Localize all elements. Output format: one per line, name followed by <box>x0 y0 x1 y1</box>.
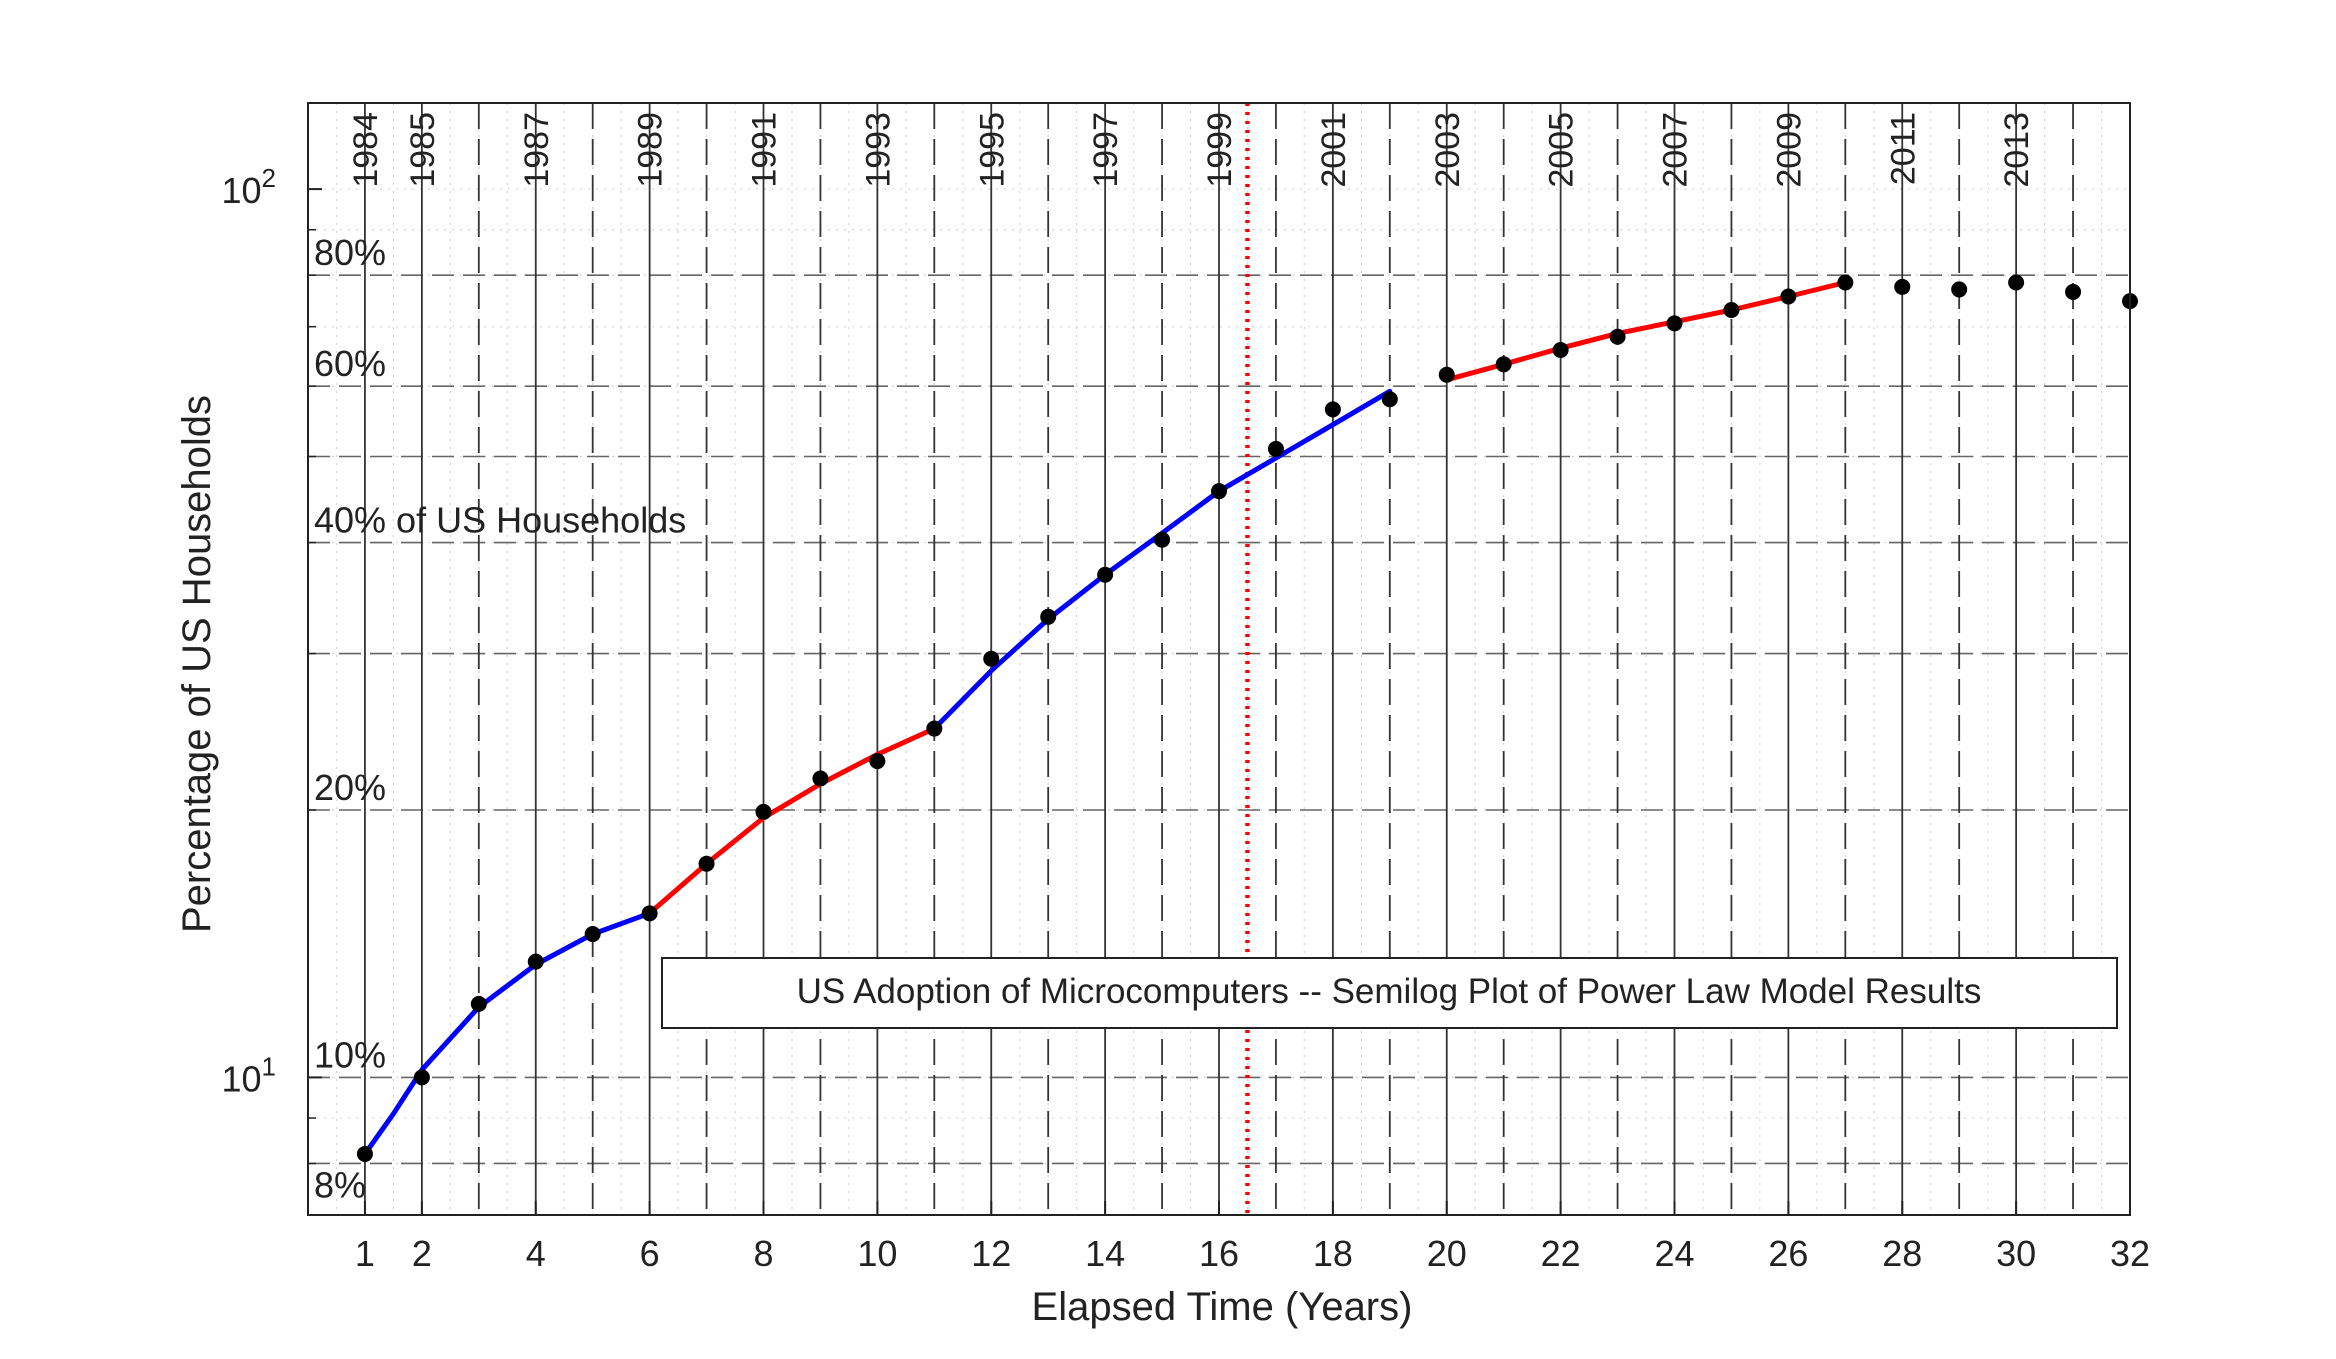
data-point <box>1666 315 1683 332</box>
data-point <box>1780 288 1797 305</box>
x-tick-label: 24 <box>1654 1233 1694 1274</box>
year-label: 2011 <box>1884 112 1922 185</box>
chart-title: US Adoption of Microcomputers -- Semilog… <box>797 972 1982 1011</box>
data-point <box>1211 483 1227 500</box>
data-point <box>2065 283 2082 300</box>
data-point <box>1609 328 1626 345</box>
year-label: 1995 <box>973 112 1011 188</box>
data-point <box>1381 391 1398 408</box>
data-point <box>1267 440 1284 457</box>
percent-label: 60% <box>314 343 386 384</box>
year-label: 1984 <box>347 112 385 188</box>
title-box: US Adoption of Microcomputers -- Semilog… <box>661 957 2118 1029</box>
year-label: 2009 <box>1770 112 1808 188</box>
year-label: 1999 <box>1201 112 1239 188</box>
percent-label: 8% <box>314 1164 366 1205</box>
x-tick-label: 18 <box>1313 1233 1353 1274</box>
data-point <box>983 650 1000 667</box>
data-point <box>527 953 544 970</box>
x-tick-label: 32 <box>2110 1233 2150 1274</box>
y-axis-label: Percentage of US Households <box>175 395 219 933</box>
x-tick-label: 1 <box>355 1233 375 1274</box>
percent-label: 40% of US Households <box>314 500 686 541</box>
data-point <box>1097 566 1114 583</box>
y-tick-exponent: 2 <box>262 163 276 193</box>
data-point <box>641 905 658 922</box>
y-tick-label: 102 <box>221 163 276 211</box>
x-tick-label: 26 <box>1768 1233 1808 1274</box>
x-tick-label: 14 <box>1085 1233 1125 1274</box>
percent-label: 80% <box>314 232 386 273</box>
fit-line-segment <box>1444 280 1848 383</box>
data-point <box>1837 274 1854 291</box>
data-point <box>1154 531 1171 548</box>
data-point <box>2008 274 2025 291</box>
x-tick-label: 20 <box>1427 1233 1467 1274</box>
year-label: 1993 <box>859 112 897 188</box>
year-reference-lines <box>364 103 2074 1215</box>
x-tick-label: 2 <box>412 1233 432 1274</box>
data-point <box>1552 341 1569 358</box>
reference-labels: 1984 1985 1987 1989 1991 1993 1995 1997 1999 2001… <box>314 112 2036 1205</box>
percent-label: 20% <box>314 767 386 808</box>
year-label: 2001 <box>1315 112 1353 188</box>
data-point <box>698 855 715 872</box>
year-label: 1985 <box>404 112 442 188</box>
x-axis-label: Elapsed Time (Years) <box>1032 1285 1413 1329</box>
year-label: 2005 <box>1543 112 1581 188</box>
data-point <box>1894 278 1911 295</box>
fit-line-segment <box>647 726 937 916</box>
y-tick-label: 101 <box>221 1051 276 1099</box>
data-point <box>755 803 772 820</box>
data-point <box>1438 366 1455 383</box>
data-point <box>470 995 487 1012</box>
year-label: 2003 <box>1429 112 1467 188</box>
x-tick-label: 22 <box>1541 1233 1581 1274</box>
data-point <box>1495 356 1512 373</box>
data-points <box>356 274 2138 1162</box>
x-tick-label: 6 <box>640 1233 660 1274</box>
x-tick-label: 30 <box>1996 1233 2036 1274</box>
x-tick-label: 16 <box>1199 1233 1239 1274</box>
x-tick-label: 8 <box>753 1233 773 1274</box>
x-tick-label: 28 <box>1882 1233 1922 1274</box>
data-point <box>1040 608 1057 625</box>
year-label: 1991 <box>746 112 784 188</box>
data-point <box>413 1069 430 1086</box>
y-tick-base: 10 <box>221 170 261 211</box>
percent-label: 10% <box>314 1034 386 1075</box>
year-label: 1997 <box>1087 112 1125 188</box>
data-point <box>584 926 601 943</box>
data-point <box>812 770 829 787</box>
year-label: 1989 <box>632 112 670 188</box>
y-tick-base: 10 <box>221 1058 261 1099</box>
title-box-border <box>661 957 2118 1029</box>
data-point <box>869 753 886 770</box>
year-label: 2013 <box>1998 112 2036 188</box>
data-point <box>356 1145 373 1162</box>
x-tick-label: 12 <box>971 1233 1011 1274</box>
data-point <box>1324 401 1341 418</box>
x-tick-label: 10 <box>857 1233 897 1274</box>
data-point <box>1951 281 1968 298</box>
data-point <box>1723 301 1740 318</box>
year-label: 1987 <box>518 112 556 188</box>
y-tick-exponent: 1 <box>262 1051 276 1081</box>
x-tick-label: 4 <box>526 1233 546 1274</box>
year-label: 2007 <box>1657 112 1695 188</box>
data-point <box>926 720 943 737</box>
